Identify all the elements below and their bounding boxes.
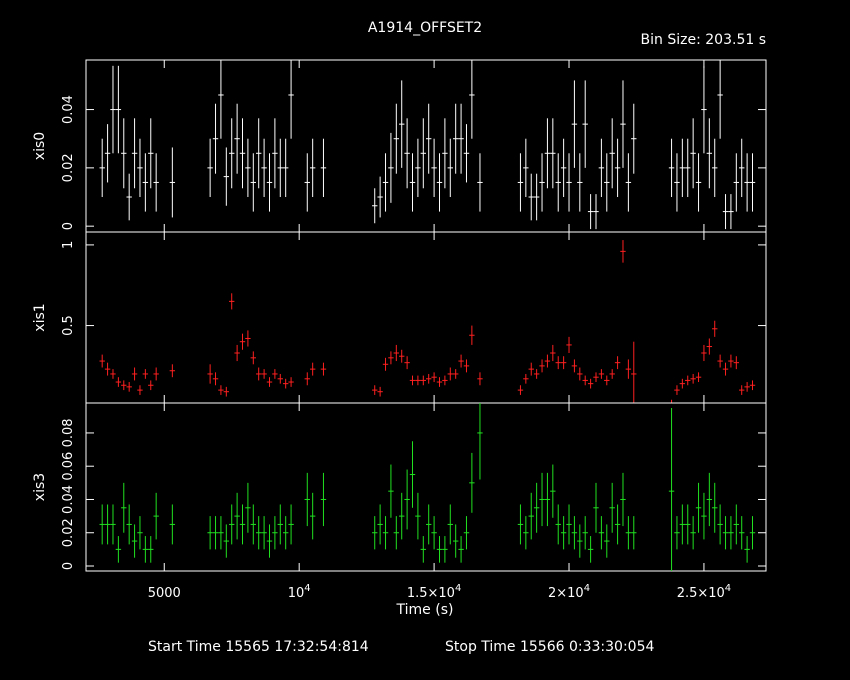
bin-size-label: Bin Size: 203.51 s bbox=[641, 32, 766, 48]
xis1-ytick-label: 0.5 bbox=[61, 315, 76, 336]
xis3-ytick-label: 0.04 bbox=[61, 485, 76, 514]
xis3-ylabel: xis3 bbox=[32, 473, 48, 501]
x-tick-label: 5000 bbox=[148, 586, 181, 601]
xis0-ylabel: xis0 bbox=[32, 132, 48, 160]
chart-title: A1914_OFFSET2 bbox=[368, 20, 482, 36]
xis0-ytick-label: 0 bbox=[61, 222, 76, 230]
start-time-label: Start Time 15565 17:32:54:814 bbox=[148, 639, 369, 655]
x-tick-label: 2.5×104 bbox=[677, 583, 731, 601]
xis1-ylabel: xis1 bbox=[32, 303, 48, 331]
xis0-frame bbox=[85, 59, 767, 233]
xis3-frame bbox=[85, 402, 767, 572]
xis1-ytick-label: 1 bbox=[61, 241, 76, 249]
stop-time-label: Stop Time 15566 0:33:30:054 bbox=[445, 639, 654, 655]
xis3-ytick-label: 0 bbox=[61, 562, 76, 570]
xis0-ytick-label: 0.02 bbox=[61, 153, 76, 182]
x-tick-label: 2×104 bbox=[548, 583, 590, 601]
xis3-ytick-label: 0.08 bbox=[61, 418, 76, 447]
xis0-ytick-label: 0.04 bbox=[61, 95, 76, 124]
xis3-ytick-label: 0.06 bbox=[61, 452, 76, 481]
x-axis-label: Time (s) bbox=[396, 602, 454, 618]
x-tick-label: 104 bbox=[288, 583, 311, 601]
xis3-ytick-label: 0.02 bbox=[61, 518, 76, 547]
xis1-frame bbox=[85, 231, 767, 404]
x-tick-label: 1.5×104 bbox=[407, 583, 461, 601]
panels-group: 0 0.02 0.04 xis0 0.5 1 xis1 0 0.02 0.04 0.06 0.08 xi… bbox=[32, 59, 767, 601]
